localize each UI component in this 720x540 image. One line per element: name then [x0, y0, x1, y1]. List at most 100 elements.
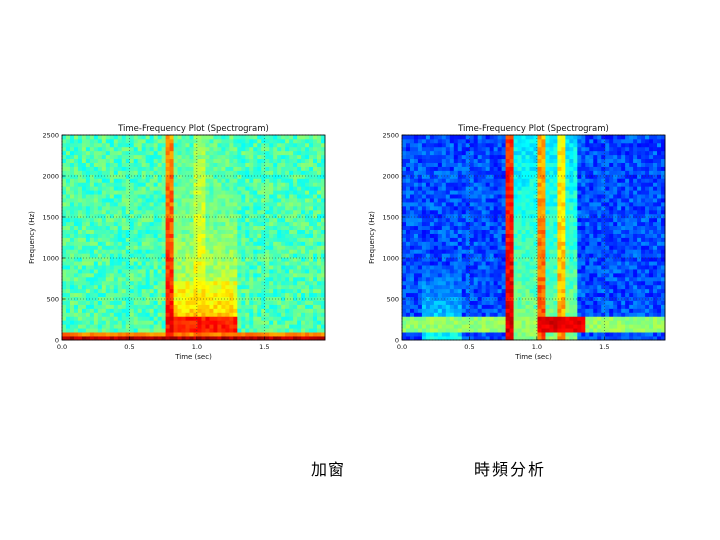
spectrogram-cell: [429, 288, 435, 294]
spectrogram-cell: [429, 328, 435, 333]
spectrogram-cell: [65, 257, 71, 262]
spectrogram-cell: [181, 135, 186, 140]
spectrogram-cell: [177, 233, 182, 238]
spectrogram-cell: [249, 229, 254, 234]
spectrogram-cell: [133, 205, 139, 211]
spectrogram-cell: [237, 336, 242, 341]
spectrogram-cell: [181, 162, 186, 167]
spectrogram-cell: [429, 245, 435, 250]
spectrogram-cell: [137, 280, 143, 286]
spectrogram-cell: [261, 138, 266, 144]
spectrogram-cell: [101, 328, 107, 333]
spectrogram-cell: [261, 324, 266, 329]
spectrogram-cell: [97, 253, 103, 258]
spectrogram-cell: [281, 135, 286, 140]
spectrogram-cell: [277, 261, 282, 266]
spectrogram-cell: [317, 320, 322, 325]
spectrogram-cell: [289, 217, 294, 223]
spectrogram-cell: [93, 198, 99, 203]
spectrogram-cell: [161, 178, 166, 183]
spectrogram-cell: [402, 154, 407, 160]
spectrogram-cell: [289, 328, 294, 333]
spectrogram-cell: [77, 209, 83, 215]
spectrogram-cell: [153, 135, 159, 140]
spectrogram-cell: [181, 150, 186, 156]
spectrogram-cell: [485, 205, 491, 211]
spectrogram-cell: [305, 166, 310, 171]
spectrogram-cell: [301, 150, 306, 156]
spectrogram-cell: [489, 336, 495, 341]
spectrogram-cell: [405, 158, 411, 163]
spectrogram-cell: [505, 312, 510, 317]
spectrogram-cell: [497, 253, 503, 258]
spectrogram-cell: [249, 225, 254, 231]
spectrogram-cell: [301, 209, 306, 215]
spectrogram-cell: [253, 142, 258, 148]
spectrogram-cells: [62, 135, 326, 341]
spectrogram-cell: [465, 328, 471, 333]
spectrogram-cell: [413, 202, 419, 207]
spectrogram-cell: [441, 269, 447, 274]
spectrogram-cell: [277, 150, 282, 156]
spectrogram-cell: [433, 205, 439, 211]
spectrogram-cell: [73, 292, 79, 298]
spectrogram-cell: [101, 162, 107, 167]
spectrogram-cell: [193, 245, 198, 250]
spectrogram-cell: [81, 158, 87, 163]
spectrogram-cell: [101, 253, 107, 258]
spectrogram-cell: [437, 225, 443, 231]
spectrogram-cell: [493, 237, 499, 242]
spectrogram-cell: [297, 272, 302, 278]
spectrogram-cell: [293, 209, 298, 215]
spectrogram-cell: [149, 233, 155, 238]
spectrogram-cell: [109, 245, 115, 250]
spectrogram-cell: [497, 320, 503, 325]
spectrogram-cell: [153, 304, 159, 309]
spectrogram-cell: [485, 308, 491, 313]
spectrogram-cell: [209, 237, 214, 242]
spectrogram-cell: [489, 257, 495, 262]
spectrogram-cell: [417, 336, 423, 341]
spectrogram-cell: [141, 328, 147, 333]
spectrogram-cell: [73, 190, 79, 195]
spectrogram-cell: [129, 316, 135, 321]
spectrogram-cell: [225, 280, 230, 286]
spectrogram-cell: [445, 182, 451, 187]
spectrogram-cell: [141, 138, 147, 144]
spectrogram-cell: [197, 150, 202, 156]
spectrogram-cell: [209, 280, 214, 286]
spectrogram-cell: [245, 182, 250, 187]
spectrogram-cell: [425, 150, 431, 156]
spectrogram-cell: [81, 154, 87, 160]
spectrogram-cell: [501, 166, 506, 171]
spectrogram-cell: [233, 316, 238, 321]
spectrogram-cell: [193, 221, 198, 227]
spectrogram-cell: [85, 186, 91, 191]
spectrogram-cell: [421, 308, 427, 313]
spectrogram-cell: [173, 320, 178, 325]
spectrogram-cell: [177, 135, 182, 140]
spectrogram-cell: [501, 205, 506, 211]
spectrogram-cell: [253, 253, 258, 258]
spectrogram-cell: [189, 170, 194, 175]
spectrogram-cell: [89, 280, 95, 286]
spectrogram-cell: [413, 146, 419, 152]
spectrogram-cell: [81, 221, 87, 227]
spectrogram-cell: [165, 158, 170, 163]
spectrogram-cell: [465, 272, 471, 278]
spectrogram-cell: [113, 217, 119, 223]
spectrogram-cell: [485, 292, 491, 298]
spectrogram-cell: [145, 170, 151, 175]
spectrogram-cell: [137, 328, 143, 333]
spectrogram-cell: [121, 154, 127, 160]
spectrogram-cell: [113, 257, 119, 262]
spectrogram-cell: [489, 245, 495, 250]
spectrogram-cell: [165, 284, 170, 290]
spectrogram-cell: [277, 146, 282, 152]
spectrogram-cell: [185, 288, 190, 294]
spectrogram-cell: [73, 194, 79, 199]
spectrogram-cell: [105, 316, 111, 321]
spectrogram-cell: [481, 209, 487, 215]
spectrogram-cell: [245, 190, 250, 195]
spectrogram-cell: [301, 198, 306, 203]
